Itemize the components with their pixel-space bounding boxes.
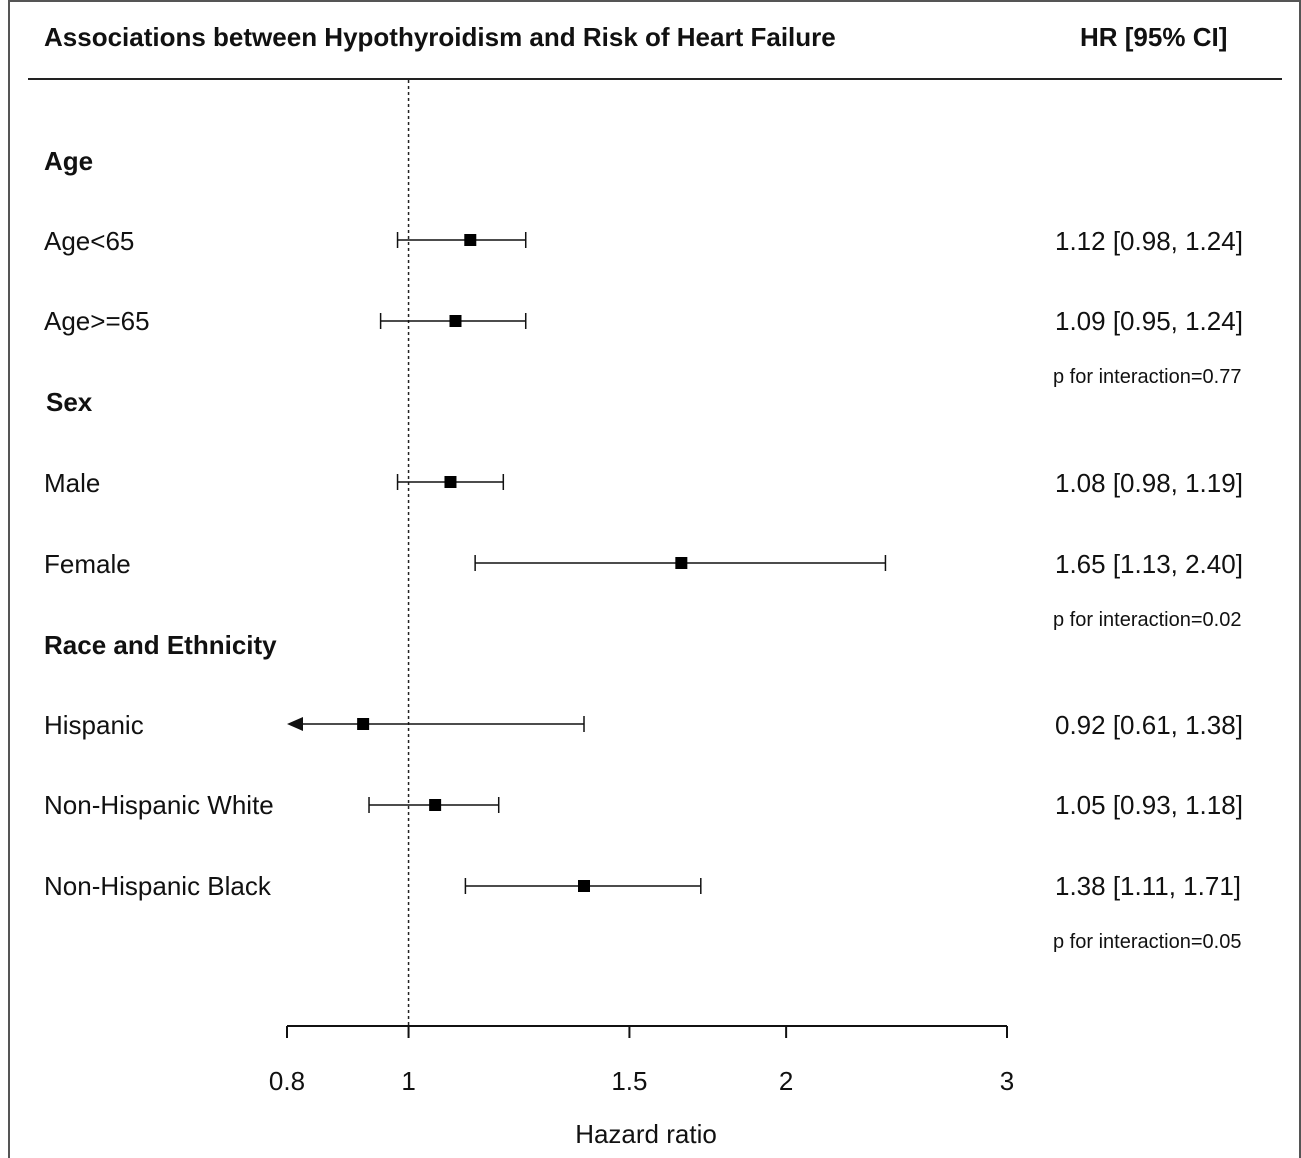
x-tick-label: 2 bbox=[779, 1066, 793, 1096]
p-interaction: p for interaction=0.02 bbox=[1053, 609, 1242, 631]
row-label: Age>=65 bbox=[44, 306, 150, 336]
hr-ci-value: 1.05 [0.93, 1.18] bbox=[1055, 790, 1243, 820]
row-label: Non-Hispanic White bbox=[44, 790, 274, 820]
x-tick-label: 3 bbox=[1000, 1066, 1014, 1096]
hr-ci-value: 0.92 [0.61, 1.38] bbox=[1055, 710, 1243, 740]
hr-point bbox=[675, 557, 688, 569]
row-label: Non-Hispanic Black bbox=[44, 871, 271, 901]
hr-point bbox=[578, 880, 591, 892]
hr-point bbox=[449, 315, 462, 327]
group-label-age: Age bbox=[44, 146, 94, 176]
hr-ci-value: 1.12 [0.98, 1.24] bbox=[1055, 226, 1243, 256]
hr-ci-value: 1.38 [1.11, 1.71] bbox=[1055, 871, 1241, 901]
row-label: Hispanic bbox=[44, 710, 144, 740]
hr-ci-value: 1.09 [0.95, 1.24] bbox=[1055, 306, 1243, 336]
hr-ci-value: 1.08 [0.98, 1.19] bbox=[1055, 468, 1243, 498]
hr-ci-value: 1.65 [1.13, 2.40] bbox=[1055, 549, 1243, 579]
row-label: Male bbox=[44, 468, 101, 498]
hr-point bbox=[444, 476, 457, 488]
chart-title: Associations between Hypothyroidism and … bbox=[44, 22, 836, 52]
x-tick-label: 1.5 bbox=[611, 1066, 647, 1096]
hr-point bbox=[464, 234, 477, 246]
figure-frame bbox=[8, 0, 1301, 1158]
group-label-race: Race and Ethnicity bbox=[44, 630, 277, 660]
p-interaction: p for interaction=0.05 bbox=[1053, 931, 1242, 953]
x-tick-label: 1 bbox=[401, 1066, 415, 1096]
hr-column-header: HR [95% CI] bbox=[1080, 22, 1228, 52]
hr-point bbox=[357, 718, 370, 730]
row-label: Age<65 bbox=[44, 226, 135, 256]
p-interaction: p for interaction=0.77 bbox=[1053, 366, 1242, 388]
x-tick-label: 0.8 bbox=[269, 1066, 305, 1096]
hr-point bbox=[429, 799, 442, 811]
x-axis-label: Hazard ratio bbox=[575, 1119, 717, 1149]
ci-arrow bbox=[287, 717, 303, 731]
group-label-sex: Sex bbox=[46, 387, 93, 417]
row-label: Female bbox=[44, 549, 131, 579]
